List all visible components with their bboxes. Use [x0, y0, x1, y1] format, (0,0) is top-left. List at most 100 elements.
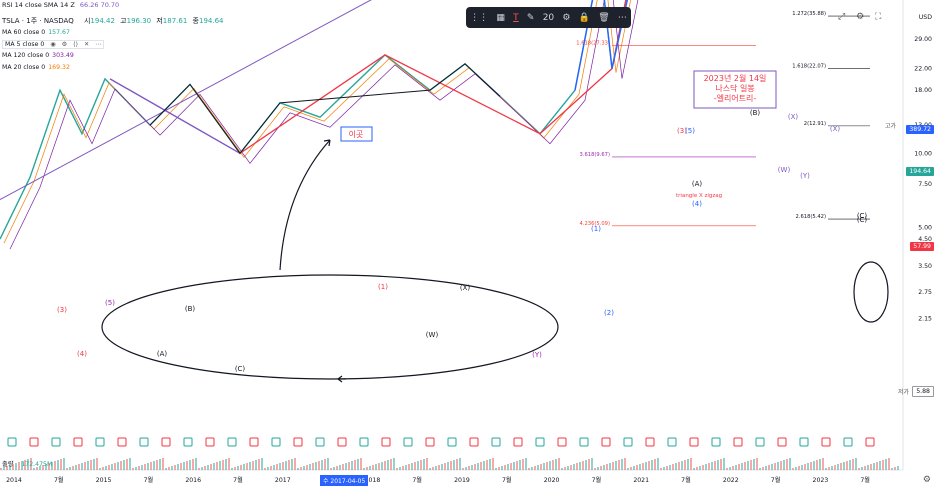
volume-bar: [255, 460, 257, 470]
volume-bar: [678, 462, 680, 470]
expand-icon[interactable]: ⤢: [838, 12, 846, 22]
x-tick-label: 2017: [275, 477, 291, 484]
indicator-ma60[interactable]: MA 60 close 0 157.67: [2, 29, 70, 36]
volume-bar: [651, 460, 653, 470]
volume-bar: [369, 466, 371, 470]
volume-bar: [312, 463, 314, 470]
volume-bar: [501, 466, 503, 470]
indicator-value: 157.67: [48, 29, 70, 36]
volume-bar: [600, 466, 602, 470]
volume-bar: [564, 467, 566, 470]
volume-bar: [336, 466, 338, 470]
fullscreen-icon[interactable]: ⛶: [875, 12, 882, 22]
volume-bar: [405, 465, 407, 470]
wave-label: (C): [857, 216, 868, 224]
volume-bar: [78, 464, 80, 470]
x-tick-label: 2020: [544, 477, 560, 484]
y-tick-label: 10.00: [914, 150, 932, 157]
event-marker: [799, 437, 809, 447]
volume-bar: [267, 467, 269, 470]
eye-icon[interactable]: ◉: [50, 41, 56, 48]
line-width-value[interactable]: 20: [542, 12, 555, 23]
here-box: [340, 126, 373, 142]
volume-bar: [552, 460, 554, 470]
wave-label: (A): [692, 180, 703, 188]
volume-bar: [123, 460, 125, 470]
volume-bar: [867, 465, 869, 470]
volume-bar: [594, 468, 596, 470]
event-marker: [777, 437, 787, 447]
source-code-icon[interactable]: ⟨⟩: [73, 41, 78, 48]
volume-bar: [36, 467, 38, 470]
volume-bar: [669, 465, 671, 470]
fib-level-label: 1.618(22.07): [792, 63, 826, 69]
volume-bar: [873, 463, 875, 470]
volume-bar: [12, 464, 14, 470]
volume-bar: [177, 464, 179, 470]
low-label: 저: [156, 17, 163, 25]
volume-bar: [561, 468, 563, 470]
settings-icon[interactable]: ⚙: [856, 12, 865, 22]
event-marker: [315, 437, 325, 447]
volume-bar: [375, 464, 377, 470]
event-marker: [711, 437, 721, 447]
indicator-ma20[interactable]: MA 20 close 0 169.32: [2, 64, 70, 71]
indicator-ma5[interactable]: MA 5 close 0 ◉ ⚙ ⟨⟩ ✕ ⋯: [2, 40, 105, 49]
volume-bar: [828, 467, 830, 470]
volume-bar: [339, 465, 341, 470]
x-tick-label: 2023: [813, 477, 829, 484]
event-marker: [73, 437, 83, 447]
settings-icon[interactable]: ⚙: [61, 41, 68, 48]
event-marker: [579, 437, 589, 447]
volume-bar: [114, 463, 116, 470]
indicator-ma120[interactable]: MA 120 close 0 303.49: [2, 52, 74, 59]
volume-bar: [21, 461, 23, 470]
rsi-legend: RSI 14 close SMA 14 Z 66.26 70.70: [2, 1, 119, 9]
settings-icon[interactable]: ⚙: [922, 475, 931, 485]
template-icon[interactable]: ▦: [496, 12, 505, 23]
volume-bar: [48, 463, 50, 470]
currency-label[interactable]: USD: [918, 14, 932, 21]
volume-bar: [90, 460, 92, 470]
volume-bar: [198, 468, 200, 470]
event-marker: [689, 437, 699, 447]
wave-label: (1): [591, 225, 601, 233]
text-tool-icon[interactable]: T: [513, 12, 519, 23]
lock-icon[interactable]: 🔒: [578, 12, 590, 23]
volume-bar: [366, 467, 368, 470]
volume-bar: [459, 458, 461, 470]
high-label: 고: [120, 17, 127, 25]
volume-bar: [615, 461, 617, 470]
volume-bar: [216, 462, 218, 470]
volume-bar: [162, 458, 164, 470]
volume-bar: [258, 459, 260, 470]
pen-icon[interactable]: ✎: [526, 12, 535, 23]
drag-handle-icon[interactable]: ⋮⋮: [470, 12, 489, 23]
volume-bar: [576, 463, 578, 470]
volume-label: 출량: [2, 461, 14, 468]
trash-icon[interactable]: 🗑: [598, 12, 610, 23]
close-icon[interactable]: ✕: [83, 41, 90, 48]
volume-bar: [597, 467, 599, 470]
volume-bar: [132, 468, 134, 470]
volume-bar: [288, 460, 290, 470]
wave-label: (Y): [532, 351, 542, 359]
event-marker: [733, 437, 743, 447]
volume-bar: [456, 459, 458, 470]
event-marker: [821, 437, 831, 447]
more-icon[interactable]: ⋯: [617, 12, 627, 23]
symbol-title[interactable]: TSLA · 1주 · NASDAQ: [2, 17, 74, 25]
volume-bar: [414, 462, 416, 470]
volume-bar: [765, 466, 767, 470]
volume-bar: [714, 461, 716, 470]
more-icon[interactable]: ⋯: [95, 41, 102, 48]
volume-bar: [69, 467, 71, 470]
volume-bar: [708, 463, 710, 470]
indicator-label: MA 20 close 0: [2, 64, 46, 71]
y-tick-label: 18.00: [914, 87, 932, 94]
volume-bar: [189, 460, 191, 470]
settings-icon[interactable]: ⚙: [562, 12, 571, 23]
volume-bar: [408, 464, 410, 470]
